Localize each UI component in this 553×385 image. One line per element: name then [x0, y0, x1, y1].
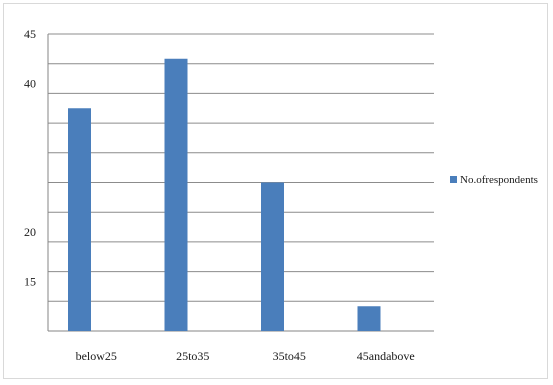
x-tick-label: 35to45 [273, 349, 306, 363]
bar-45andabove [357, 306, 381, 331]
bar-25to35 [164, 58, 188, 331]
x-tick-label: 25to35 [176, 349, 209, 363]
y-tick-label: 15 [24, 275, 36, 289]
x-tick-label: below25 [76, 349, 117, 363]
legend-swatch [450, 176, 457, 183]
y-tick-label: 20 [24, 225, 36, 239]
bar-chart: 45 40 20 15 below25 25to35 35to45 45andabove No.… [24, 27, 538, 363]
bar-35to45 [261, 182, 284, 331]
chart-frame: 45 40 20 15 below25 25to35 35to45 45andabove No.… [3, 3, 548, 379]
legend-label: No.ofrespondents [460, 174, 538, 186]
x-tick-label: 45andabove [357, 349, 415, 363]
y-tick-label: 45 [24, 27, 36, 41]
bar-below25 [68, 108, 91, 331]
y-tick-label: 40 [24, 77, 36, 91]
